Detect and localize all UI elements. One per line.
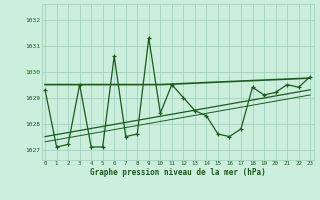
X-axis label: Graphe pression niveau de la mer (hPa): Graphe pression niveau de la mer (hPa) (90, 168, 266, 177)
